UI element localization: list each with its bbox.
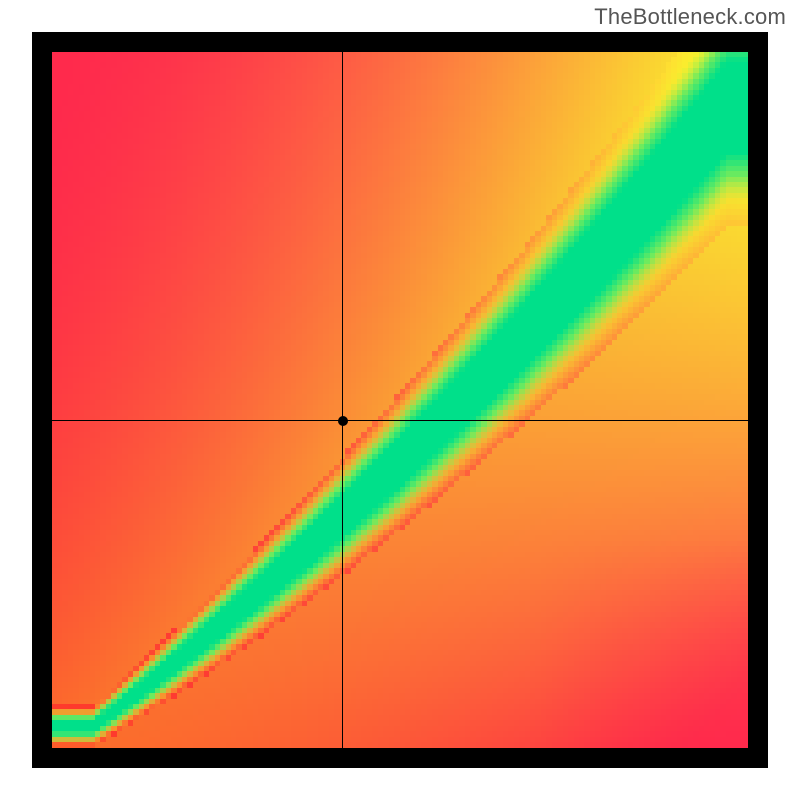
crosshair-horizontal — [52, 420, 748, 421]
chart-frame: TheBottleneck.com — [0, 0, 800, 800]
watermark-text: TheBottleneck.com — [594, 4, 786, 30]
plot-outer-border — [32, 32, 768, 768]
crosshair-marker — [338, 416, 348, 426]
heatmap-canvas — [52, 52, 748, 748]
crosshair-vertical — [342, 52, 343, 748]
